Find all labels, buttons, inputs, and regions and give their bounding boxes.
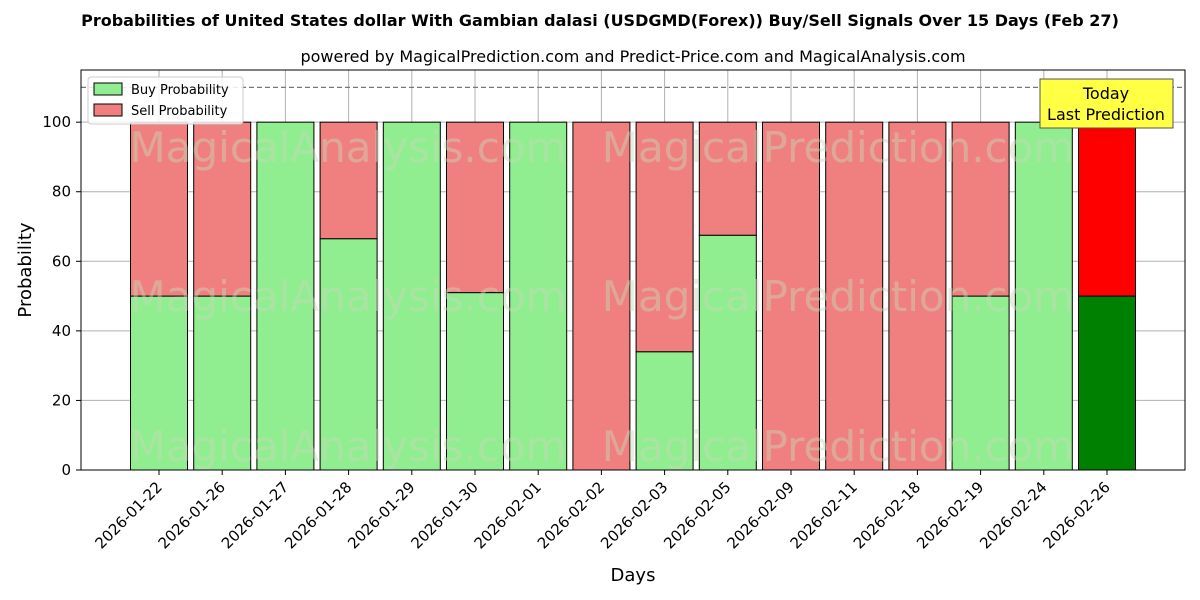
x-tick-label: 2026-02-24 [976, 478, 1050, 552]
x-axis-label: Days [611, 565, 656, 586]
legend-swatch-buy [93, 82, 123, 96]
sell-bar [635, 121, 694, 353]
x-tick-label: 2026-02-18 [850, 478, 924, 552]
x-tick-label: 2026-02-05 [660, 478, 734, 552]
x-tick-label: 2026-01-30 [407, 478, 481, 552]
axes-frame [80, 69, 1186, 471]
x-tick-label: 2026-02-11 [787, 478, 861, 552]
x-tick-label: 2026-01-28 [281, 478, 355, 552]
buy-bar [1078, 295, 1136, 471]
watermark-text: MagicalPrediction.com [602, 272, 1075, 321]
buy-bar [698, 234, 757, 471]
y-tick-label: 20 [52, 391, 71, 409]
x-tick-label: 2026-01-22 [91, 478, 165, 552]
x-tick-label: 2026-01-27 [218, 478, 292, 552]
sell-bar [319, 121, 378, 240]
buy-bar [130, 295, 188, 471]
watermark-text: MagicalAnalysis.com [130, 422, 567, 471]
buy-bar [382, 121, 441, 471]
sell-bar [762, 121, 820, 471]
sell-bar [698, 121, 757, 236]
y-tick-label: 80 [52, 183, 71, 201]
y-axis-label: Probability [15, 222, 36, 317]
x-tick-label: 2026-02-09 [723, 478, 797, 552]
y-tick-label: 60 [52, 252, 71, 270]
y-tick-label: 40 [52, 322, 71, 340]
watermark-text: MagicalAnalysis.com [130, 272, 567, 321]
x-tick-label: 2026-01-26 [155, 478, 229, 552]
x-tick-label: 2026-02-03 [597, 478, 671, 552]
buy-bar [446, 292, 504, 471]
legend-label-sell: Sell Probability [131, 104, 228, 119]
x-tick-label: 2026-02-26 [1039, 478, 1113, 552]
sell-bar [446, 121, 504, 294]
x-tick-label: 2026-02-01 [471, 478, 545, 552]
sell-bar [572, 121, 631, 471]
buy-bar [1014, 121, 1073, 471]
annotation-line1: Today [1082, 84, 1129, 103]
y-tick-label: 0 [61, 461, 71, 479]
watermark-text: MagicalPrediction.com [602, 422, 1075, 471]
buy-bar [193, 295, 252, 471]
sell-bar [130, 121, 188, 297]
x-tick-label: 2026-02-02 [534, 478, 608, 552]
watermark-text: MagicalPrediction.com [602, 123, 1075, 172]
annotation-box [1039, 78, 1174, 129]
buy-bar [319, 238, 378, 471]
plot-area: 0204060801002026-01-222026-01-262026-01-… [42, 69, 1186, 552]
legend-swatch-sell [93, 103, 123, 117]
x-tick-label: 2026-01-29 [344, 478, 418, 552]
chart-subtitle: powered by MagicalPrediction.com and Pre… [300, 47, 965, 66]
x-tick-label: 2026-02-19 [913, 478, 987, 552]
buy-bar [951, 295, 1010, 471]
chart-title: Probabilities of United States dollar Wi… [81, 11, 1119, 30]
buy-bar [256, 121, 315, 471]
sell-bar [1078, 121, 1136, 297]
legend-box [87, 76, 244, 125]
legend-label-buy: Buy Probability [131, 83, 229, 98]
sell-bar [888, 121, 947, 471]
annotation-line2: Last Prediction [1047, 105, 1165, 124]
sell-bar [825, 121, 884, 471]
buy-bar [509, 121, 568, 471]
watermark-text: MagicalAnalysis.com [130, 123, 567, 172]
y-tick-label: 100 [42, 113, 71, 131]
sell-bar [951, 121, 1010, 297]
